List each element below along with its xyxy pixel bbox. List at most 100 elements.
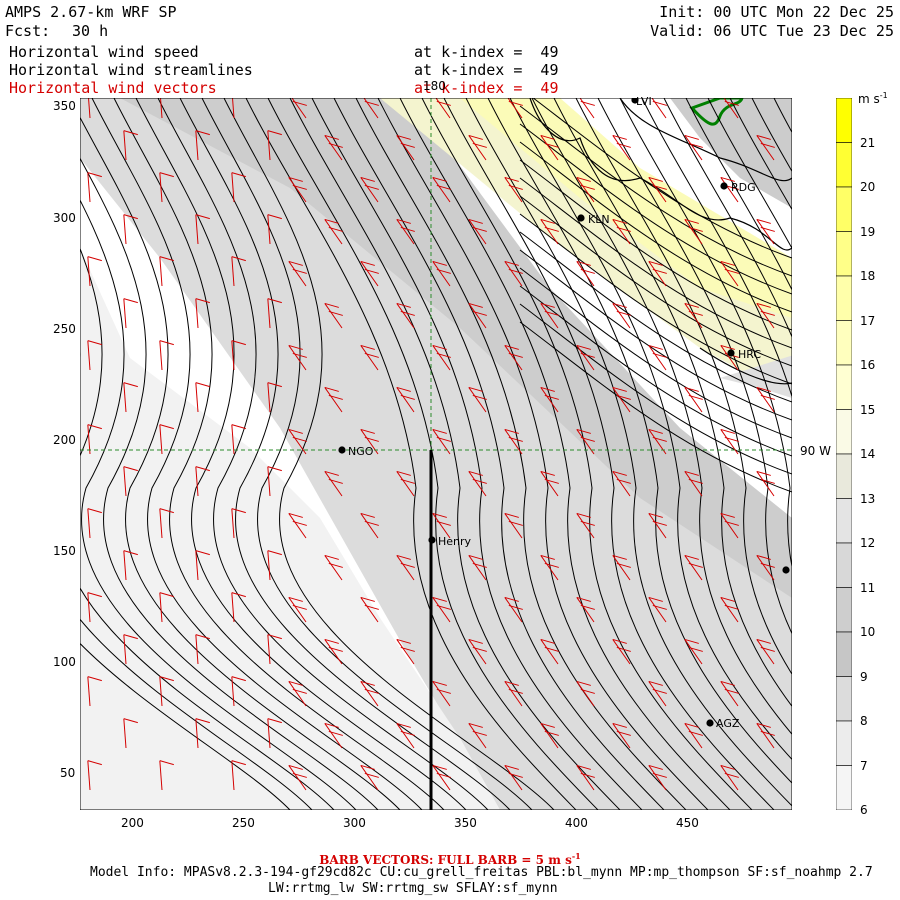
streamline xyxy=(80,116,401,810)
wind-barb-feather xyxy=(652,688,667,694)
wind-barb-feather xyxy=(468,470,483,476)
colorbar-label: 7 xyxy=(860,758,868,773)
wind-barb xyxy=(504,261,523,287)
wind-barb-feather xyxy=(540,302,555,308)
wind-barb-feather xyxy=(756,302,771,308)
wind-barb xyxy=(540,219,559,245)
wind-barb-feather xyxy=(324,638,339,644)
streamline xyxy=(519,231,792,403)
wind-barb-feather xyxy=(360,596,375,602)
wind-barb xyxy=(576,513,595,539)
speed-band-mid xyxy=(120,98,792,598)
wind-barb-feather xyxy=(123,298,138,304)
wind-barb-feather xyxy=(288,176,303,182)
streamline xyxy=(553,98,792,708)
wind-barb-feather xyxy=(472,394,487,400)
wind-barb-feather xyxy=(231,760,246,766)
wind-barb-feather xyxy=(231,256,246,262)
wind-barb-feather xyxy=(760,310,775,316)
wind-barb-feather xyxy=(360,512,375,518)
wind-barbs xyxy=(87,98,775,791)
stations xyxy=(338,98,790,727)
wind-barb-feather xyxy=(292,184,307,190)
wind-barb xyxy=(87,508,91,539)
station-marker-kln xyxy=(577,214,585,222)
wind-barb xyxy=(612,219,631,245)
wind-barb-feather xyxy=(87,172,102,178)
colorbar-swatch xyxy=(836,320,852,366)
wind-barb xyxy=(504,597,523,623)
speed-band-bright xyxy=(460,98,792,318)
wind-barb-feather xyxy=(612,134,627,140)
colorbar-swatch xyxy=(836,498,852,544)
wind-barb-feather xyxy=(540,134,555,140)
wind-barb-feather xyxy=(231,508,246,514)
wind-barb-feather xyxy=(400,142,415,148)
wind-barb-feather xyxy=(436,688,451,694)
valid-time: Valid: 06 UTC Tue 23 Dec 25 xyxy=(650,22,894,40)
wind-barb xyxy=(612,135,631,161)
wind-barb-feather xyxy=(508,520,523,526)
wind-barb-feather xyxy=(720,512,735,518)
wind-barb xyxy=(720,597,739,623)
wind-barb-feather xyxy=(324,386,339,392)
wind-barb xyxy=(159,592,163,623)
wind-barb xyxy=(396,555,415,581)
wind-barb xyxy=(159,760,163,791)
wind-barb-feather xyxy=(684,302,699,308)
wind-barb xyxy=(684,135,703,161)
wind-barb-feather xyxy=(508,604,523,610)
wind-barb xyxy=(756,555,775,581)
streamline xyxy=(519,285,792,457)
streamline xyxy=(80,340,313,810)
wind-barb-feather xyxy=(544,730,559,736)
wind-barb-feather xyxy=(576,596,591,602)
wind-barb xyxy=(232,98,235,119)
wind-barb-feather xyxy=(267,634,282,640)
wind-barb xyxy=(540,555,559,581)
x-tick: 300 xyxy=(343,816,366,830)
wind-barb-feather xyxy=(472,478,487,484)
wind-barb-feather xyxy=(576,344,591,350)
wind-barb-feather xyxy=(436,100,451,106)
wind-barb xyxy=(159,172,163,203)
wind-barb xyxy=(87,340,91,371)
model-title: AMPS 2.67-km WRF SP xyxy=(5,3,177,21)
wind-barb xyxy=(87,424,91,455)
wind-barb xyxy=(504,429,523,455)
wind-barb-feather xyxy=(364,688,379,694)
field-name-streamlines: Horizontal wind streamlines xyxy=(9,61,253,79)
wind-barb-feather xyxy=(612,554,627,560)
wind-barb-feather xyxy=(724,100,739,106)
y-tick: 100 xyxy=(53,655,76,669)
wind-barb xyxy=(396,723,415,749)
streamline xyxy=(519,159,792,331)
wind-barb-feather xyxy=(684,722,699,728)
wind-barb xyxy=(159,256,163,287)
streamline xyxy=(223,98,555,810)
streamline xyxy=(355,98,687,810)
wind-barb-feather xyxy=(688,226,703,232)
wind-barb xyxy=(159,676,163,707)
wind-barb xyxy=(360,513,379,539)
wind-barb-feather xyxy=(760,478,775,484)
wind-barb xyxy=(195,382,199,413)
wind-barb xyxy=(684,723,703,749)
forecast-label: Fcst: xyxy=(5,22,51,40)
wind-barb-feather xyxy=(760,226,775,232)
wind-barb xyxy=(468,303,487,329)
station-marker-lvi xyxy=(631,98,639,104)
wind-barb xyxy=(684,471,703,497)
wind-barb-feather xyxy=(328,646,343,652)
wind-barb-feather xyxy=(508,184,523,190)
streamline xyxy=(519,303,792,475)
wind-barb xyxy=(267,298,271,329)
wind-barb-feather xyxy=(720,764,735,770)
wind-barb-feather xyxy=(195,466,210,472)
wind-barb-feather xyxy=(87,508,102,514)
wind-barb-feather xyxy=(652,352,667,358)
wind-barb xyxy=(468,723,487,749)
streamline xyxy=(575,98,792,676)
wind-barb-feather xyxy=(231,340,246,346)
wind-barb-feather xyxy=(396,134,411,140)
